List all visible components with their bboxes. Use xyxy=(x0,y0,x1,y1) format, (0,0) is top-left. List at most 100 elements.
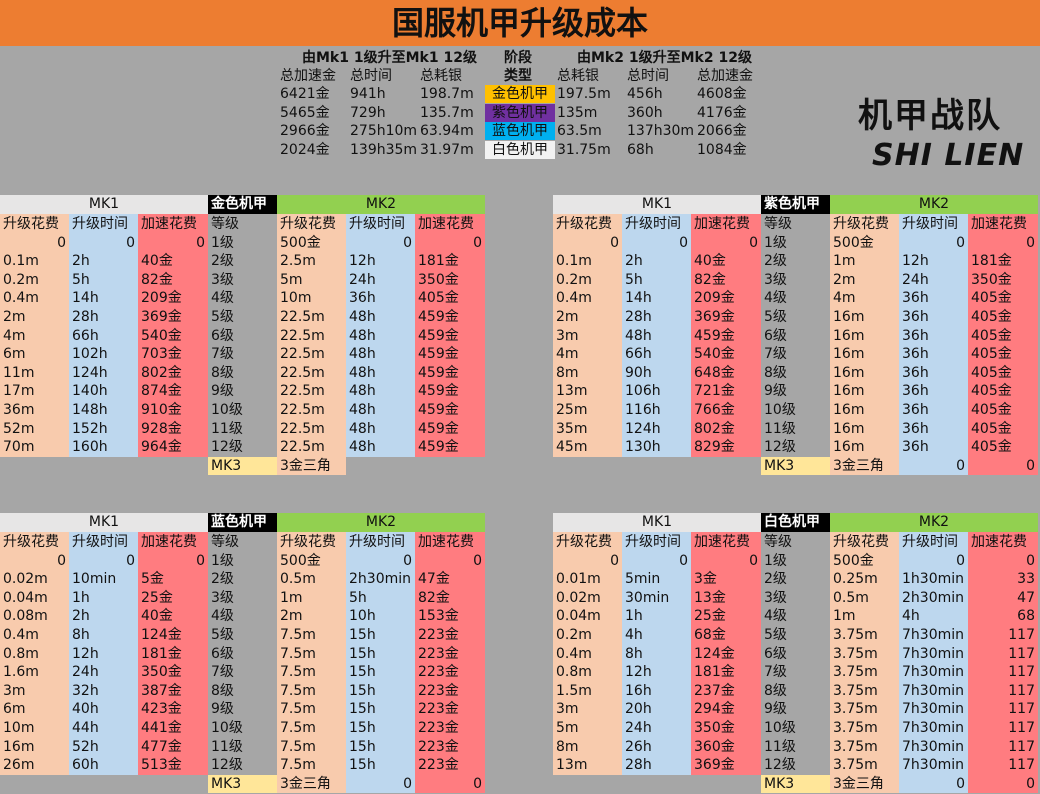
summary-mk2-value: 31.75m xyxy=(557,141,611,158)
table-cell: 3.75m xyxy=(830,626,899,645)
column-header: 等级 xyxy=(761,531,830,552)
mk2-summary-heading: 由Mk2 1级升至Mk2 12级 xyxy=(577,50,752,66)
column-header: 加速花费 xyxy=(138,531,208,552)
table-cell: 60h xyxy=(69,756,138,775)
summary-mk1-value: 5465金 xyxy=(280,104,330,121)
table-cell: 130h xyxy=(622,438,691,457)
table-cell: 964金 xyxy=(138,438,208,457)
table-cell: 3.75m xyxy=(830,719,899,738)
mk3-cost: 3金三角 xyxy=(830,456,899,476)
table-cell: 223金 xyxy=(415,756,485,775)
summary-mk2-value: 456h xyxy=(627,86,663,102)
table-cell: 910金 xyxy=(138,401,208,420)
type-label: 类型 xyxy=(504,68,532,84)
level-cell: 12级 xyxy=(761,438,830,457)
table-cell: 1.6m xyxy=(0,663,69,682)
table-cell: 181金 xyxy=(138,644,208,664)
mk3-label: MK3 xyxy=(761,774,830,794)
table-cell: 8h xyxy=(69,626,138,645)
table-cell: 25m xyxy=(553,401,622,420)
table-cell: 7.5m xyxy=(277,737,346,757)
summary-mk2-value: 2066金 xyxy=(697,123,747,140)
column-header: 加速花费 xyxy=(691,531,761,552)
mech-type-header: 紫色机甲 xyxy=(761,195,830,214)
table-cell: 423金 xyxy=(138,700,208,719)
table-cell: 30min xyxy=(622,588,691,608)
table-cell: 28h xyxy=(622,756,691,775)
table-cell: 405金 xyxy=(968,308,1038,327)
table-cell: 2m xyxy=(830,270,899,290)
column-header: 升级时间 xyxy=(622,531,691,552)
summary-mk2-value: 63.5m xyxy=(557,123,602,140)
level-cell: 5级 xyxy=(208,626,277,645)
table-cell: 350金 xyxy=(691,719,761,738)
level-cell: 5级 xyxy=(761,626,830,645)
table-cell: 117 xyxy=(968,626,1038,645)
table-cell: 12h xyxy=(346,252,415,271)
logo-subtext: SHI LIEN xyxy=(872,138,1025,173)
column-header: 升级花费 xyxy=(830,531,899,552)
table-cell: 13m xyxy=(553,756,622,775)
summary-mk1-value: 2024金 xyxy=(280,141,330,158)
table-cell: 0 xyxy=(899,233,968,253)
level-cell: 8级 xyxy=(761,681,830,701)
table-cell: 7h30min xyxy=(899,700,968,719)
table-cell: 7.5m xyxy=(277,644,346,664)
table-cell: 829金 xyxy=(691,438,761,457)
mk2-header: MK2 xyxy=(277,195,485,214)
table-cell: 0 xyxy=(968,551,1038,571)
table-cell: 0.5m xyxy=(277,570,346,589)
table-cell: 22.5m xyxy=(277,363,346,383)
table-cell: 2m xyxy=(277,607,346,626)
column-header: 加速花费 xyxy=(968,531,1038,552)
table-cell: 7.5m xyxy=(277,681,346,701)
summary-mk1-value: 135.7m xyxy=(420,104,474,121)
mk3-accel: 0 xyxy=(968,774,1038,794)
table-cell: 8m xyxy=(553,363,622,383)
column-header: 升级花费 xyxy=(277,213,346,234)
table-cell: 36h xyxy=(899,438,968,457)
table-cell: 22.5m xyxy=(277,401,346,420)
table-cell: 66h xyxy=(69,326,138,346)
table-cell: 66h xyxy=(622,345,691,364)
table-cell: 25金 xyxy=(138,588,208,608)
table-cell: 36m xyxy=(0,401,69,420)
table-cell: 0 xyxy=(346,233,415,253)
table-cell: 513金 xyxy=(138,756,208,775)
level-cell: 9级 xyxy=(208,382,277,401)
table-cell: 15h xyxy=(346,737,415,757)
table-cell: 1.5m xyxy=(553,681,622,701)
table-cell: 405金 xyxy=(968,326,1038,346)
level-cell: 12级 xyxy=(208,438,277,457)
summary-mk2-value: 4608金 xyxy=(697,86,747,102)
column-header: 等级 xyxy=(761,213,830,234)
level-cell: 7级 xyxy=(208,345,277,364)
table-cell: 0 xyxy=(138,551,208,571)
table-cell: 7h30min xyxy=(899,737,968,757)
table-cell: 16m xyxy=(830,401,899,420)
table-cell: 7.5m xyxy=(277,626,346,645)
table-cell: 24h xyxy=(622,719,691,738)
table-cell: 36h xyxy=(899,363,968,383)
table-cell: 102h xyxy=(69,345,138,364)
table-cell: 802金 xyxy=(691,419,761,439)
table-cell: 703金 xyxy=(138,345,208,364)
mk3-time: 0 xyxy=(899,456,968,476)
table-cell: 33 xyxy=(968,570,1038,589)
table-cell: 0.8m xyxy=(553,663,622,682)
level-cell: 2级 xyxy=(208,252,277,271)
upgrade-table-1: MK1 金色机甲 MK2 升级花费 升级时间 加速花费 等级 升级花费 升级时间 加速花费 0 0 0 1… xyxy=(0,195,486,476)
mk3-cost: 3金三角 xyxy=(277,456,346,476)
table-cell: 152h xyxy=(69,419,138,439)
level-cell: 11级 xyxy=(761,419,830,439)
mk3-accel: 0 xyxy=(415,774,485,794)
table-cell: 1h xyxy=(69,588,138,608)
column-header: 等级 xyxy=(208,213,277,234)
summary-type-badge: 蓝色机甲 xyxy=(485,122,555,141)
level-cell: 4级 xyxy=(761,289,830,308)
table-cell: 459金 xyxy=(415,419,485,439)
level-cell: 6级 xyxy=(208,644,277,664)
table-cell: 3.75m xyxy=(830,756,899,775)
mk3-time: 0 xyxy=(899,774,968,794)
table-cell: 648金 xyxy=(691,363,761,383)
